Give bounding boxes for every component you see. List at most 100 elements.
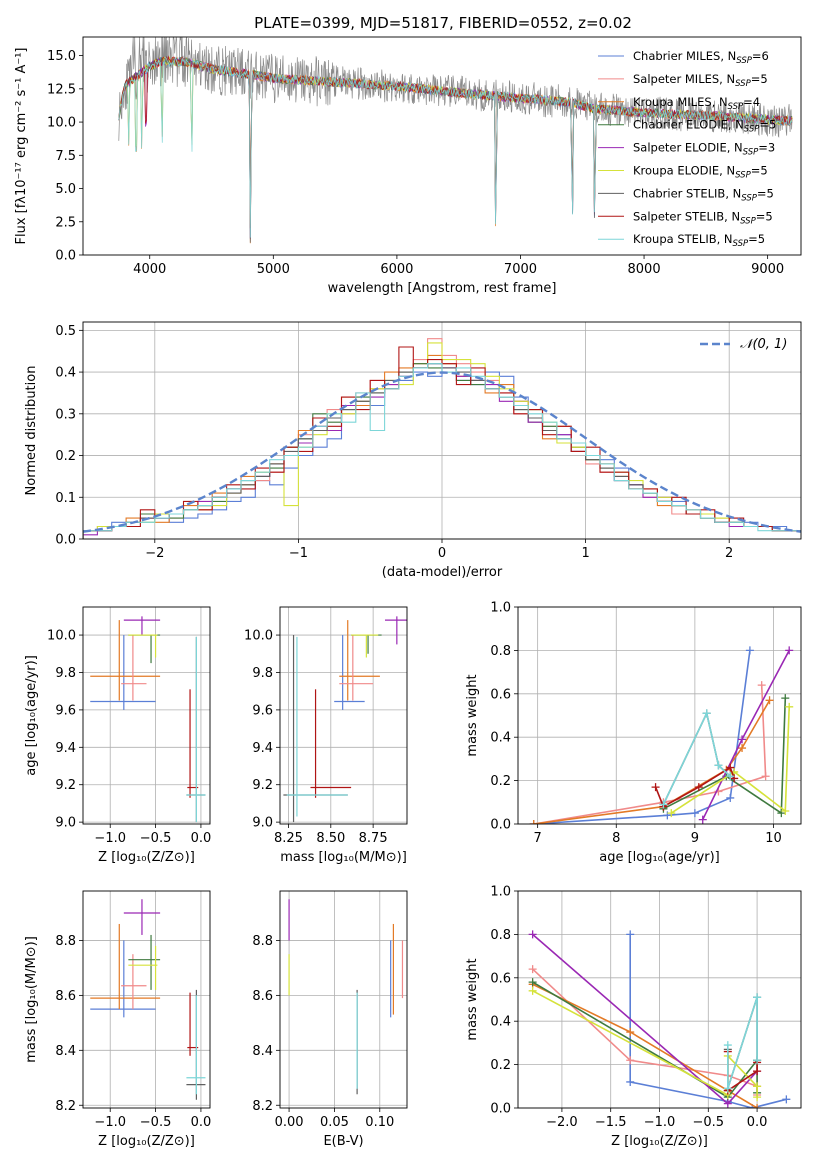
weight-line-salpeter-elodie [532,933,758,1105]
chart-spectrum: 4000 5000 6000 7000 8000 9000 0.0 2.5 5.0 7.5 10.0… [14,14,802,296]
weight-line-kroupa-elodie [532,990,758,1098]
x-tick-label: 0.0 [747,1115,768,1130]
observed-spectrum [118,37,793,141]
x-tick-label: 4000 [133,262,166,277]
weight-marker [785,646,794,655]
y-tick-label: 10.0 [47,116,76,131]
legend-entry: Chabrier MILES, NSSP=6 [633,49,769,66]
legend-suffix: =5 [748,232,765,246]
weight-marker [753,1056,762,1065]
weight-line-chabrier-elodie [663,698,787,815]
x-tick-label: 8000 [628,262,661,277]
plot-area [83,338,801,539]
plot-area [283,616,407,823]
legend-entry: Salpeter MILES, NSSP=5 [633,72,768,89]
y-tick-label: 0.6 [490,687,511,702]
chart-age_vs_Z: −1.0 −0.5 0.0 9.0 9.2 9.4 9.6 9.8 10.0 Z [log₁₀(Z… [24,606,212,865]
y-tick-label: 1.0 [490,601,511,616]
chart-mass_vs_ebv: 0.00 0.05 0.10 8.2 8.4 8.6 8.8 E(B-V) [252,890,408,1149]
weight-marker [785,702,794,711]
weight-marker [738,744,747,753]
weight-marker [753,993,762,1002]
axes-frame [279,606,408,825]
chart-residual_histogram: −2 −1 0 1 2 0.0 0.1 0.2 0.3 0.4 0.5 (data-model)/er… [24,321,802,580]
plot-area [90,899,206,1100]
y-tick-label: 15.0 [47,49,76,64]
weight-marker [738,735,747,744]
legend-label: 𝒩(0, 1) [740,337,787,352]
axes-frame [82,606,211,825]
x-tick-label: −1.5 [595,1115,627,1130]
weight-marker [726,772,735,781]
axes-frame [82,890,211,1109]
weight-marker [626,930,635,939]
plot-area [528,930,791,1108]
weight-marker [723,1099,732,1108]
chart-title: PLATE=0399, MJD=51817, FIBERID=0552, z=0… [254,14,632,32]
x-tick-label: 7000 [504,262,537,277]
weight-line-kroupa-miles [533,699,771,824]
y-tick-label: 0.5 [55,324,76,339]
legend-subscript: SSP [743,148,759,158]
y-tick-label: 0.8 [490,644,511,659]
x-axis-label: Z [log₁₀(Z/Z⊙)] [98,850,195,865]
legend-label: Salpeter STELIB, N [633,209,740,223]
weight-marker [781,806,790,815]
y-tick-label: 12.5 [47,82,76,97]
y-tick-label: 8.4 [55,1044,76,1059]
legend-suffix: =5 [756,209,773,223]
plot-area [288,899,404,1095]
x-tick-label: −2 [145,546,164,561]
y-tick-label: 9.0 [55,816,76,831]
histogram-series-kroupa-elodie [83,342,801,539]
chart-age_vs_mass: 8.25 8.50 8.75 9.0 9.2 9.4 9.6 9.8 10.0 mass [log… [244,606,408,865]
y-tick-label: 0.4 [55,366,76,381]
axes-frame [82,321,802,540]
chart-mass_vs_Z: −1.0 −0.5 0.0 8.2 8.4 8.6 8.8 Z [log₁₀(Z/Z⊙)] ma… [24,890,212,1149]
axes-frame [82,36,802,256]
weight-line-kroupa-elodie [670,706,790,814]
y-axis-label: mass [log₁₀(M/M⊙)] [24,936,39,1063]
y-tick-label: 10.0 [244,629,273,644]
legend-label: Kroupa MILES, N [633,95,728,109]
y-tick-label: 10.0 [47,629,76,644]
legend-entry: Kroupa MILES, NSSP=4 [633,95,760,112]
x-axis-label: mass [log₁₀(M/M⊙)] [280,850,407,865]
legend-entry: Salpeter STELIB, NSSP=5 [633,209,773,226]
weight-marker [753,1104,762,1108]
legend-entry: Chabrier ELODIE, NSSP=5 [633,118,776,135]
x-tick-label: 10 [765,831,782,846]
legend-subscript: SSP [735,79,751,89]
x-tick-label: 0.0 [191,1115,212,1130]
y-axis-label: Normed distribution [24,366,39,496]
weight-marker [626,1028,635,1037]
y-tick-label: 9.2 [252,778,273,793]
x-tick-label: 7 [534,831,542,846]
axes-frame [517,606,802,825]
y-tick-label: 9.6 [55,703,76,718]
y-tick-label: 9.4 [55,741,76,756]
gaussian-curve [83,371,801,533]
weight-marker [698,815,707,824]
y-axis-label: mass weight [465,674,480,756]
legend-label: Chabrier STELIB, N [633,186,741,200]
legend-label: Kroupa ELODIE, N [633,164,735,178]
weight-marker [723,1084,732,1093]
x-axis-label: wavelength [Angstrom, rest frame] [328,281,557,296]
x-axis-label: E(B-V) [323,1134,363,1149]
weight-marker [726,793,735,802]
weight-marker [765,696,774,705]
axes-frame [279,890,408,1109]
y-tick-label: 0.0 [490,818,511,833]
y-tick-label: 9.2 [55,778,76,793]
weight-marker [651,783,660,792]
x-tick-label: 0.0 [191,831,212,846]
histogram-series-salpeter-stelib [83,346,801,539]
y-tick-label: 9.6 [252,703,273,718]
weight-marker [626,1077,635,1086]
y-tick-label: 0.1 [55,491,76,506]
legend-subscript: SSP [741,193,757,203]
legend-suffix: =6 [752,49,769,63]
legend-suffix: =3 [758,141,775,155]
legend-suffix: =5 [757,186,774,200]
